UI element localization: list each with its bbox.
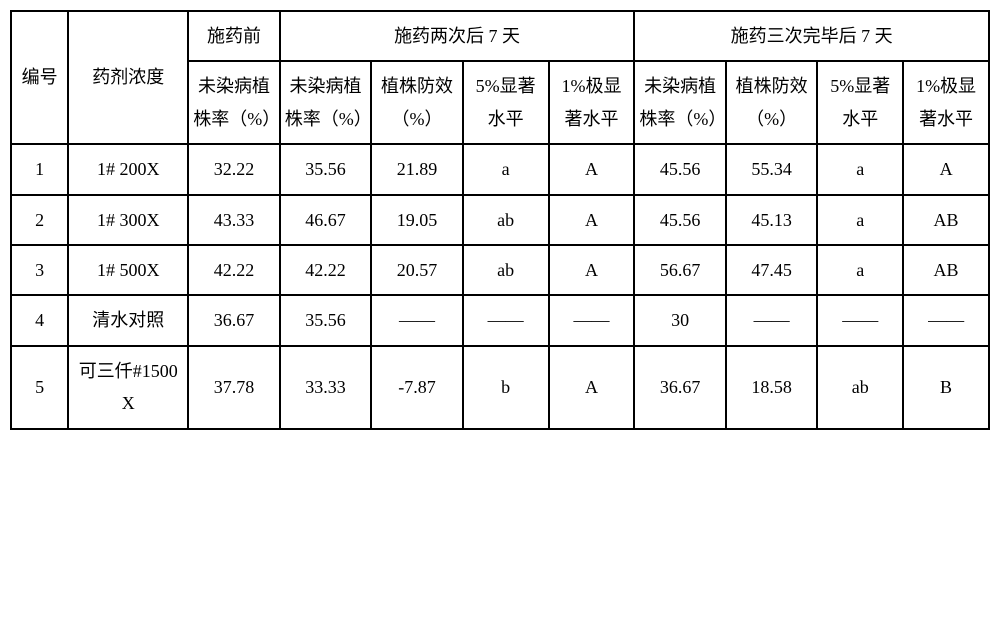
cell-conc: 可三仟#1500X bbox=[68, 346, 188, 429]
cell-num: 4 bbox=[11, 295, 68, 345]
cell-t3-rate: 30 bbox=[634, 295, 726, 345]
cell-pre: 32.22 bbox=[188, 144, 280, 194]
cell-t2-eff: 21.89 bbox=[371, 144, 463, 194]
cell-t3-rate: 36.67 bbox=[634, 346, 726, 429]
cell-t2-1: A bbox=[549, 195, 635, 245]
cell-t3-1: B bbox=[903, 346, 989, 429]
header-t3-1: 1%极显著水平 bbox=[903, 61, 989, 144]
header-t2-1: 1%极显著水平 bbox=[549, 61, 635, 144]
header-t3-eff: 植株防效（%） bbox=[726, 61, 818, 144]
cell-t2-5: ab bbox=[463, 195, 549, 245]
table-row: 3 1# 500X 42.22 42.22 20.57 ab A 56.67 4… bbox=[11, 245, 989, 295]
header-t3-5: 5%显著水平 bbox=[817, 61, 903, 144]
table-row: 4 清水对照 36.67 35.56 —— —— —— 30 —— —— —— bbox=[11, 295, 989, 345]
cell-conc: 1# 500X bbox=[68, 245, 188, 295]
cell-t2-eff: 20.57 bbox=[371, 245, 463, 295]
header-two-group: 施药两次后 7 天 bbox=[280, 11, 635, 61]
cell-t2-5: a bbox=[463, 144, 549, 194]
cell-t2-5: b bbox=[463, 346, 549, 429]
cell-t3-eff: —— bbox=[726, 295, 818, 345]
header-conc: 药剂浓度 bbox=[68, 11, 188, 144]
cell-pre: 37.78 bbox=[188, 346, 280, 429]
header-num: 编号 bbox=[11, 11, 68, 144]
cell-t2-rate: 35.56 bbox=[280, 144, 372, 194]
table-body: 1 1# 200X 32.22 35.56 21.89 a A 45.56 55… bbox=[11, 144, 989, 428]
cell-pre: 42.22 bbox=[188, 245, 280, 295]
cell-conc: 清水对照 bbox=[68, 295, 188, 345]
cell-t2-eff: —— bbox=[371, 295, 463, 345]
cell-t3-5: ab bbox=[817, 346, 903, 429]
cell-t2-rate: 42.22 bbox=[280, 245, 372, 295]
cell-t3-5: —— bbox=[817, 295, 903, 345]
cell-num: 1 bbox=[11, 144, 68, 194]
cell-pre: 36.67 bbox=[188, 295, 280, 345]
cell-t3-1: AB bbox=[903, 195, 989, 245]
cell-t2-5: ab bbox=[463, 245, 549, 295]
cell-t3-1: AB bbox=[903, 245, 989, 295]
header-t2-rate: 未染病植株率（%） bbox=[280, 61, 372, 144]
table-header: 编号 药剂浓度 施药前 施药两次后 7 天 施药三次完毕后 7 天 未染病植株率… bbox=[11, 11, 989, 144]
cell-t2-rate: 33.33 bbox=[280, 346, 372, 429]
data-table: 编号 药剂浓度 施药前 施药两次后 7 天 施药三次完毕后 7 天 未染病植株率… bbox=[10, 10, 990, 430]
cell-conc: 1# 200X bbox=[68, 144, 188, 194]
cell-t3-1: —— bbox=[903, 295, 989, 345]
cell-t2-1: A bbox=[549, 144, 635, 194]
cell-t3-1: A bbox=[903, 144, 989, 194]
cell-t2-rate: 35.56 bbox=[280, 295, 372, 345]
cell-num: 5 bbox=[11, 346, 68, 429]
cell-t2-1: A bbox=[549, 346, 635, 429]
header-t2-eff: 植株防效（%） bbox=[371, 61, 463, 144]
cell-num: 2 bbox=[11, 195, 68, 245]
cell-t3-eff: 18.58 bbox=[726, 346, 818, 429]
cell-t3-rate: 56.67 bbox=[634, 245, 726, 295]
cell-conc: 1# 300X bbox=[68, 195, 188, 245]
cell-t2-rate: 46.67 bbox=[280, 195, 372, 245]
table-row: 1 1# 200X 32.22 35.56 21.89 a A 45.56 55… bbox=[11, 144, 989, 194]
cell-t3-5: a bbox=[817, 245, 903, 295]
header-t2-5: 5%显著水平 bbox=[463, 61, 549, 144]
cell-t2-eff: 19.05 bbox=[371, 195, 463, 245]
cell-t2-eff: -7.87 bbox=[371, 346, 463, 429]
cell-num: 3 bbox=[11, 245, 68, 295]
header-pre-top: 施药前 bbox=[188, 11, 280, 61]
cell-pre: 43.33 bbox=[188, 195, 280, 245]
cell-t3-5: a bbox=[817, 144, 903, 194]
cell-t3-eff: 55.34 bbox=[726, 144, 818, 194]
table-row: 5 可三仟#1500X 37.78 33.33 -7.87 b A 36.67 … bbox=[11, 346, 989, 429]
table-row: 2 1# 300X 43.33 46.67 19.05 ab A 45.56 4… bbox=[11, 195, 989, 245]
header-three-group: 施药三次完毕后 7 天 bbox=[634, 11, 989, 61]
header-pre-rate: 未染病植株率（%） bbox=[188, 61, 280, 144]
cell-t2-5: —— bbox=[463, 295, 549, 345]
cell-t2-1: A bbox=[549, 245, 635, 295]
cell-t3-5: a bbox=[817, 195, 903, 245]
header-t3-rate: 未染病植株率（%） bbox=[634, 61, 726, 144]
cell-t2-1: —— bbox=[549, 295, 635, 345]
cell-t3-rate: 45.56 bbox=[634, 195, 726, 245]
cell-t3-rate: 45.56 bbox=[634, 144, 726, 194]
cell-t3-eff: 45.13 bbox=[726, 195, 818, 245]
cell-t3-eff: 47.45 bbox=[726, 245, 818, 295]
